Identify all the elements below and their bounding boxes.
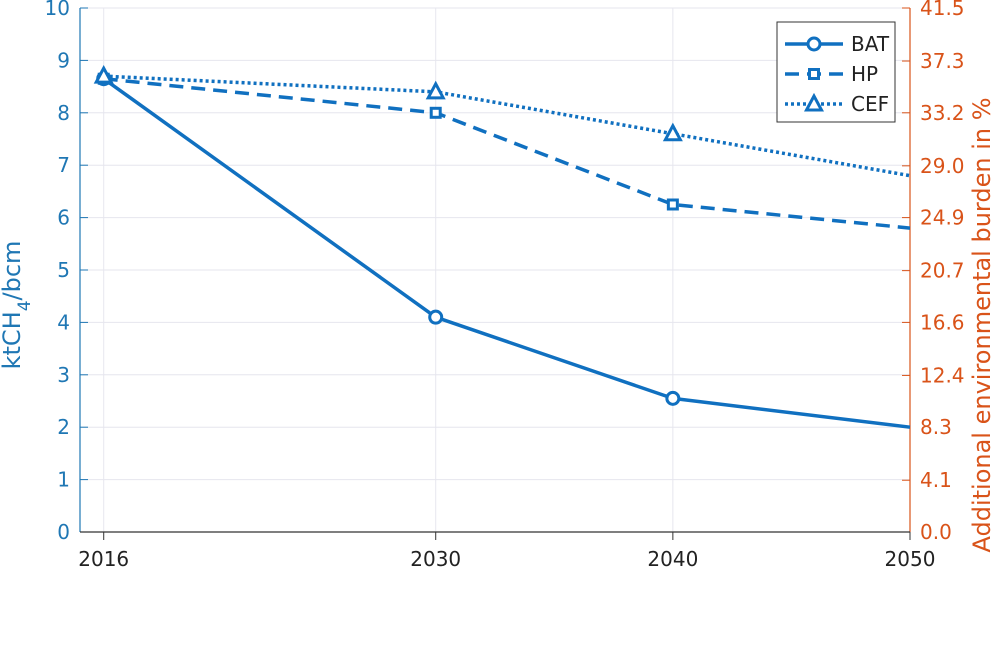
y-tick-label-left: 1 (57, 468, 70, 492)
y-axis-label-tail: /bcm (0, 241, 26, 301)
y-tick-label-right: 4.1 (920, 468, 952, 492)
data-point-hp (429, 106, 442, 119)
y-tick-label-right: 0.0 (920, 520, 952, 544)
y-tick-label-right: 41.5 (920, 0, 965, 20)
legend-marker-hp (808, 68, 820, 80)
data-point-bat (665, 390, 681, 406)
y-tick-label-right: 12.4 (920, 363, 965, 387)
y-axis-label-right: Additional environmental burden in % (968, 97, 996, 552)
axes: 0 1 2 3 4 5 6 7 8 9 10 0.0 4.1 8.3 12.4 16.6 20.7 24.9 29.… (45, 0, 965, 571)
y-tick-label-right: 16.6 (920, 310, 965, 334)
legend-marker-cef (803, 92, 825, 112)
y-tick-label-left: 10 (45, 0, 70, 20)
data-point-bat (428, 309, 444, 325)
y-tick-label-right: 37.3 (920, 49, 965, 73)
y-axis-label-sub: 4 (15, 300, 35, 311)
legend-label-cef: CEF (851, 92, 889, 116)
legend: BAT HP CEF (776, 21, 896, 123)
y-tick-label-right: 33.2 (920, 101, 965, 125)
y-tick-label-left: 5 (57, 258, 70, 282)
y-tick-label-left: 6 (57, 206, 70, 230)
data-point-hp (666, 198, 679, 211)
y-tick-label-left: 8 (57, 101, 70, 125)
y-tick-label-left: 9 (57, 48, 70, 72)
legend-label-hp: HP (851, 62, 878, 86)
data-point-cef (662, 122, 683, 142)
x-tick-label: 2030 (410, 547, 461, 571)
x-tick-label: 2050 (885, 547, 936, 571)
series-line-cef (103, 74, 911, 178)
x-tick-label: 2016 (78, 547, 129, 571)
y-tick-label-left: 2 (57, 415, 70, 439)
y-tick-label-left: 4 (57, 310, 70, 334)
series-lines (93, 64, 911, 429)
series-line-bat (102, 77, 911, 429)
data-point-cef (93, 64, 114, 84)
y-axis-label-left: ktCH4/bcm (0, 241, 35, 370)
series-line-hp (103, 76, 911, 230)
legend-marker-bat (806, 36, 822, 52)
y-tick-label-right: 8.3 (920, 415, 952, 439)
y-tick-label-right: 29.0 (920, 154, 965, 178)
x-tick-label: 2040 (647, 547, 698, 571)
legend-label-bat: BAT (851, 32, 890, 56)
data-point-cef (425, 80, 446, 100)
y-tick-label-right: 20.7 (920, 259, 965, 283)
y-axis-label-main: ktCH (0, 311, 26, 369)
y-tick-label-left: 0 (57, 520, 70, 544)
y-tick-label-left: 7 (57, 153, 70, 177)
y-tick-label-right: 24.9 (920, 206, 965, 230)
y-tick-label-left: 3 (57, 363, 70, 387)
